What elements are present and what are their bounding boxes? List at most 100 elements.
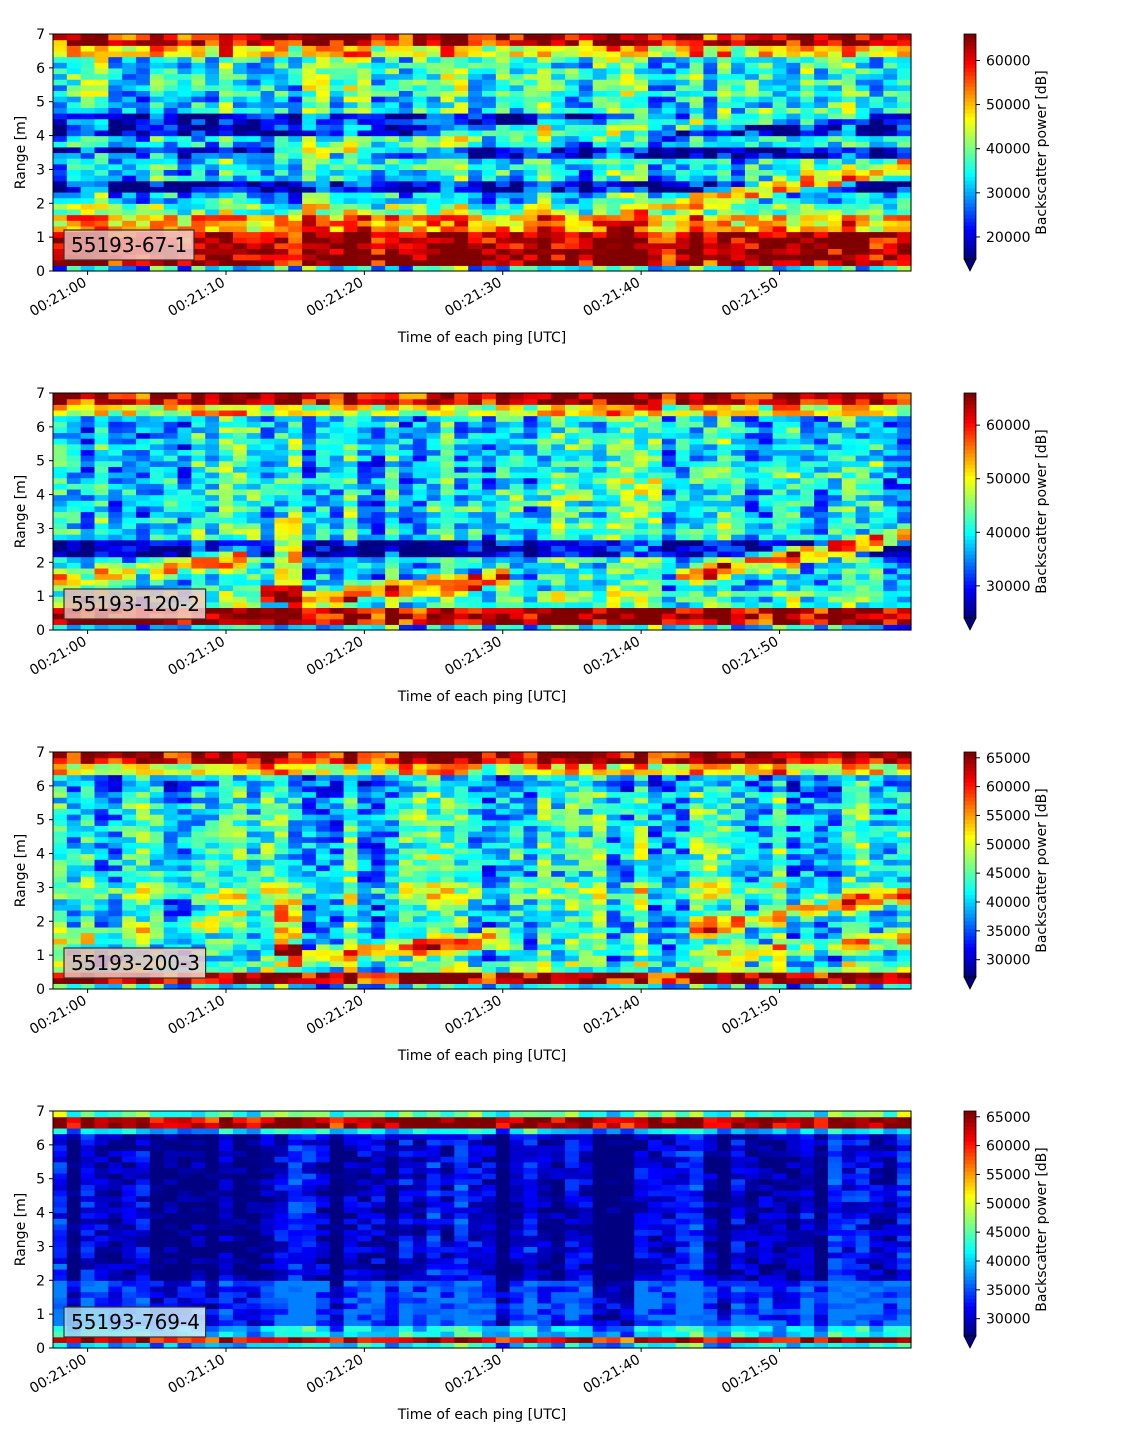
heatmap-cell xyxy=(814,136,828,142)
heatmap-cell xyxy=(690,607,704,613)
heatmap-cell xyxy=(717,147,731,153)
heatmap-cell xyxy=(579,175,593,181)
heatmap-cell xyxy=(81,557,95,563)
heatmap-cell xyxy=(883,209,897,215)
heatmap-cell xyxy=(205,574,219,580)
heatmap-cell xyxy=(136,186,150,192)
heatmap-cell xyxy=(690,158,704,164)
heatmap-cell xyxy=(731,51,745,57)
heatmap-cell xyxy=(385,551,399,557)
heatmap-cell xyxy=(53,416,67,422)
heatmap-cell xyxy=(551,74,565,80)
heatmap-cell xyxy=(607,62,621,68)
heatmap-cell xyxy=(440,226,454,232)
heatmap-cell xyxy=(607,248,621,254)
heatmap-cell xyxy=(593,602,607,608)
heatmap-cell xyxy=(122,517,136,523)
heatmap-cell xyxy=(274,209,288,215)
heatmap-cell xyxy=(344,449,358,455)
heatmap-cell xyxy=(814,237,828,243)
heatmap-cell xyxy=(690,57,704,63)
heatmap-cell xyxy=(579,562,593,568)
heatmap-cell xyxy=(551,68,565,74)
heatmap-cell xyxy=(496,607,510,613)
heatmap-cell xyxy=(399,181,413,187)
heatmap-cell xyxy=(856,79,870,85)
heatmap-cell xyxy=(205,483,219,489)
heatmap-cell xyxy=(330,102,344,108)
heatmap-cell xyxy=(482,226,496,232)
heatmap-cell xyxy=(620,466,634,472)
heatmap-cell xyxy=(690,613,704,619)
heatmap-cell xyxy=(178,192,192,198)
heatmap-cell xyxy=(759,545,773,551)
heatmap-cell xyxy=(524,260,538,266)
heatmap-cell xyxy=(551,399,565,405)
heatmap-cell xyxy=(634,164,648,170)
heatmap-cell xyxy=(274,410,288,416)
heatmap-cell xyxy=(371,438,385,444)
heatmap-cell xyxy=(745,113,759,119)
heatmap-cell xyxy=(537,433,551,439)
heatmap-cell xyxy=(800,153,814,159)
heatmap-cell xyxy=(108,517,122,523)
y-tick-label: 5 xyxy=(36,95,45,111)
heatmap-cell xyxy=(357,540,371,546)
heatmap-cell xyxy=(593,85,607,91)
heatmap-cell xyxy=(579,523,593,529)
x-tick-label: 00:21:00 xyxy=(27,275,89,320)
heatmap-cell xyxy=(482,164,496,170)
heatmap-cell xyxy=(800,579,814,585)
heatmap-cell xyxy=(302,596,316,602)
heatmap-cell xyxy=(53,215,67,221)
heatmap-cell xyxy=(773,90,787,96)
heatmap-cell xyxy=(510,404,524,410)
heatmap-cell xyxy=(108,68,122,74)
heatmap-cell xyxy=(122,438,136,444)
heatmap-cell xyxy=(703,107,717,113)
heatmap-cell xyxy=(662,591,676,597)
heatmap-cell xyxy=(731,416,745,422)
heatmap-cell xyxy=(620,399,634,405)
heatmap-cell xyxy=(468,169,482,175)
heatmap-cell xyxy=(219,215,233,221)
heatmap-cell xyxy=(205,579,219,585)
colorbar-step xyxy=(964,240,976,244)
heatmap-cell xyxy=(413,203,427,209)
heatmap-cell xyxy=(482,260,496,266)
heatmap-cell xyxy=(869,237,883,243)
heatmap-cell xyxy=(330,591,344,597)
heatmap-cell xyxy=(468,619,482,625)
heatmap-cell xyxy=(357,404,371,410)
heatmap-cell xyxy=(371,85,385,91)
heatmap-cell xyxy=(662,237,676,243)
colorbar-step xyxy=(964,45,976,49)
heatmap-cell xyxy=(95,551,109,557)
heatmap-cell xyxy=(122,551,136,557)
heatmap-cell xyxy=(454,528,468,534)
heatmap-cell xyxy=(551,540,565,546)
heatmap-cell xyxy=(191,410,205,416)
heatmap-cell xyxy=(883,40,897,46)
heatmap-cell xyxy=(551,45,565,51)
heatmap-cell xyxy=(427,557,441,563)
heatmap-cell xyxy=(95,427,109,433)
heatmap-cell xyxy=(95,421,109,427)
heatmap-cell xyxy=(496,562,510,568)
heatmap-cell xyxy=(593,461,607,467)
heatmap-cell xyxy=(427,248,441,254)
heatmap-cell xyxy=(122,478,136,484)
heatmap-cell xyxy=(703,40,717,46)
colorbar-step xyxy=(964,102,976,106)
heatmap-cell xyxy=(565,147,579,153)
heatmap-cell xyxy=(53,119,67,125)
heatmap-cell xyxy=(690,175,704,181)
heatmap-cell xyxy=(122,57,136,63)
heatmap-cell xyxy=(233,68,247,74)
heatmap-cell xyxy=(81,51,95,57)
heatmap-cell xyxy=(717,483,731,489)
heatmap-cell xyxy=(357,393,371,399)
heatmap-cell xyxy=(330,141,344,147)
heatmap-cell xyxy=(648,57,662,63)
heatmap-cell xyxy=(302,540,316,546)
